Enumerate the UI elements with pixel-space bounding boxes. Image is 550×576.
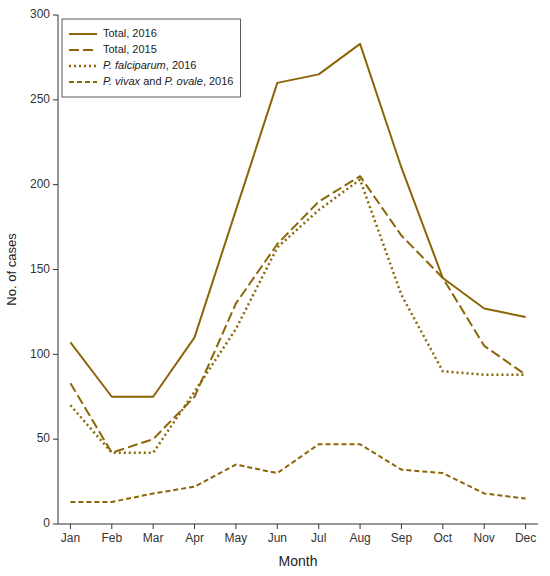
- x-tick-label: Dec: [515, 531, 536, 545]
- legend-handle: [69, 33, 97, 35]
- x-tick-label: Jan: [61, 531, 80, 545]
- x-axis-label: Month: [279, 553, 318, 569]
- legend-label: Total, 2015: [103, 43, 157, 55]
- x-tick: [153, 524, 154, 529]
- x-tick: [360, 524, 361, 529]
- x-tick-label: Jul: [311, 531, 326, 545]
- x-tick-label: Oct: [433, 531, 452, 545]
- y-tick: [53, 99, 58, 100]
- y-tick-label: 0: [43, 516, 50, 530]
- legend: Total, 2016 Total, 2015 P. falciparum, 201…: [62, 19, 240, 97]
- y-tick: [53, 269, 58, 270]
- x-tick-label: Apr: [185, 531, 204, 545]
- legend-label: P. falciparum, 2016: [103, 59, 196, 71]
- x-tick: [442, 524, 443, 529]
- x-tick: [525, 524, 526, 529]
- y-tick: [53, 524, 58, 525]
- y-tick-label: 100: [30, 347, 50, 361]
- legend-handle: [69, 81, 97, 83]
- legend-label: Total, 2016: [103, 27, 157, 39]
- x-axis: [58, 524, 538, 525]
- legend-label: P. vivax and P. ovale, 2016: [103, 75, 233, 87]
- chart: 0 50 100 150 200 250 300 Jan Feb Mar Apr May Jun Jul A…: [0, 0, 550, 576]
- x-tick: [484, 524, 485, 529]
- x-tick-label: May: [225, 531, 248, 545]
- y-tick-label: 300: [30, 7, 50, 21]
- y-tick: [53, 354, 58, 355]
- y-axis-label: No. of cases: [4, 233, 19, 306]
- series-line: [70, 444, 525, 502]
- y-tick-label: 50: [37, 431, 51, 445]
- x-tick-label: Sep: [391, 531, 413, 545]
- x-tick: [194, 524, 195, 529]
- series-line: [70, 176, 525, 453]
- x-tick-label: Feb: [101, 531, 122, 545]
- legend-handle: [69, 49, 97, 51]
- x-tick-label: Jun: [268, 531, 287, 545]
- x-tick-label: Mar: [143, 531, 164, 545]
- y-tick: [53, 439, 58, 440]
- y-tick-label: 250: [30, 92, 50, 106]
- y-tick: [53, 184, 58, 185]
- x-tick: [318, 524, 319, 529]
- legend-handle: [69, 65, 97, 68]
- y-tick-label: 150: [30, 262, 50, 276]
- x-tick-label: Nov: [474, 531, 495, 545]
- legend-frame: [62, 19, 240, 97]
- series-line: [70, 180, 525, 453]
- x-tick-label: Aug: [349, 531, 370, 545]
- x-tick: [235, 524, 236, 529]
- x-tick: [401, 524, 402, 529]
- x-tick: [70, 524, 71, 529]
- plot-area: [70, 44, 525, 502]
- x-tick: [277, 524, 278, 529]
- x-tick: [111, 524, 112, 529]
- y-tick-label: 200: [30, 177, 50, 191]
- y-tick: [53, 15, 58, 16]
